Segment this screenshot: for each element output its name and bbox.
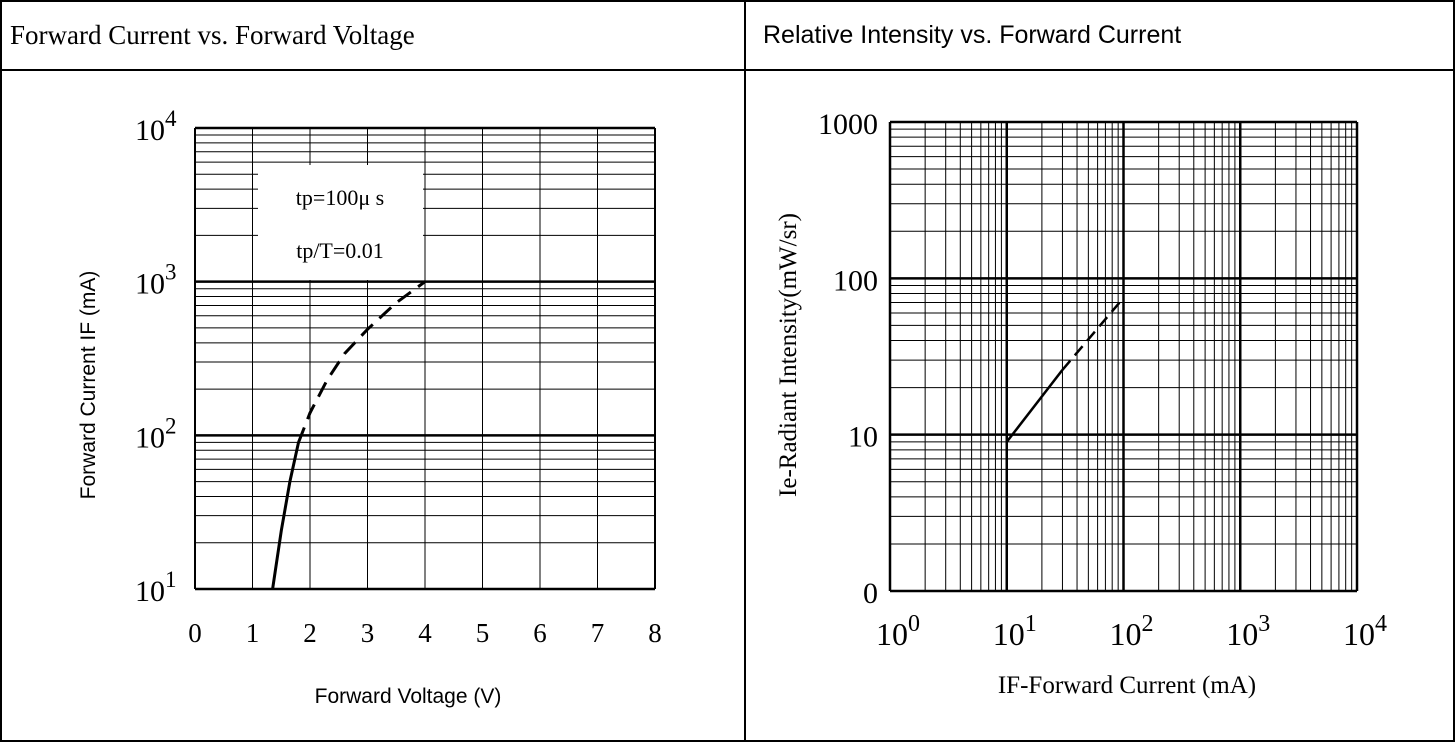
right-chart-y-tick-labels: 0 10 100 1000: [818, 108, 878, 610]
left-chart-x-tick-label: 1: [246, 618, 260, 648]
right-chart-grid: [888, 120, 1359, 593]
right-chart-x-tick-label: 100: [876, 611, 920, 652]
left-chart-y-tick-label: 102: [135, 413, 177, 454]
left-chart-y-tick-label: 101: [135, 567, 177, 608]
right-chart: 100 101 102 103 104 0 10 100 1000 IF-Forward Cu…: [775, 108, 1387, 699]
left-chart-x-tick-label: 5: [476, 618, 490, 648]
left-chart-x-tick-label: 0: [188, 618, 202, 648]
right-chart-series: [1005, 297, 1125, 443]
right-chart-x-tick-label: 102: [1110, 611, 1154, 652]
right-panel-title: Relative Intensity vs. Forward Current: [763, 20, 1182, 49]
left-chart-annotation-duty: tp/T=0.01: [296, 238, 384, 263]
right-chart-x-tick-label: 103: [1226, 611, 1270, 652]
left-chart-y-tick-labels: 101 102 103 104: [135, 106, 177, 608]
right-chart-series-dashed: [1061, 297, 1125, 371]
left-chart-x-tick-label: 8: [648, 618, 662, 648]
left-chart-x-axis-label: Forward Voltage (V): [315, 685, 502, 708]
left-chart-x-tick-label: 6: [533, 618, 547, 648]
left-chart-y-tick-label: 104: [135, 106, 177, 147]
right-chart-y-tick-label: 10: [848, 421, 878, 454]
right-chart-y-axis-label: Ie-Radiant Intensity(mW/sr): [775, 213, 802, 497]
left-chart-x-tick-label: 7: [591, 618, 605, 648]
left-chart-y-tick-label: 103: [135, 260, 177, 301]
left-chart-annotation-pulse: tp=100μ s: [296, 185, 384, 210]
left-chart-y-axis-label: Forward Current IF (mA): [77, 271, 100, 500]
left-chart-series-solid: [271, 442, 300, 590]
right-chart-x-tick-label: 101: [993, 611, 1037, 652]
right-chart-y-tick-label: 1000: [818, 108, 878, 141]
right-chart-y-tick-label: 0: [863, 577, 878, 610]
right-chart-x-axis-label: IF-Forward Current (mA): [998, 672, 1256, 699]
left-chart-x-tick-label: 2: [303, 618, 317, 648]
right-chart-y-tick-label: 100: [833, 264, 878, 297]
right-chart-x-tick-labels: 100 101 102 103 104: [876, 611, 1387, 652]
left-chart-x-tick-label: 3: [361, 618, 375, 648]
right-chart-series-solid: [1005, 369, 1064, 443]
left-chart-series: [271, 280, 426, 590]
right-chart-x-tick-label: 104: [1343, 611, 1387, 652]
left-chart-annotation-box: [258, 165, 423, 280]
left-chart-x-tick-label: 4: [418, 618, 432, 648]
left-chart-series-dashed: [297, 280, 426, 443]
left-chart-x-tick-labels: 0 1 2 3 4 5 6 7 8: [188, 618, 662, 648]
left-panel-title: Forward Current vs. Forward Voltage: [10, 19, 415, 50]
